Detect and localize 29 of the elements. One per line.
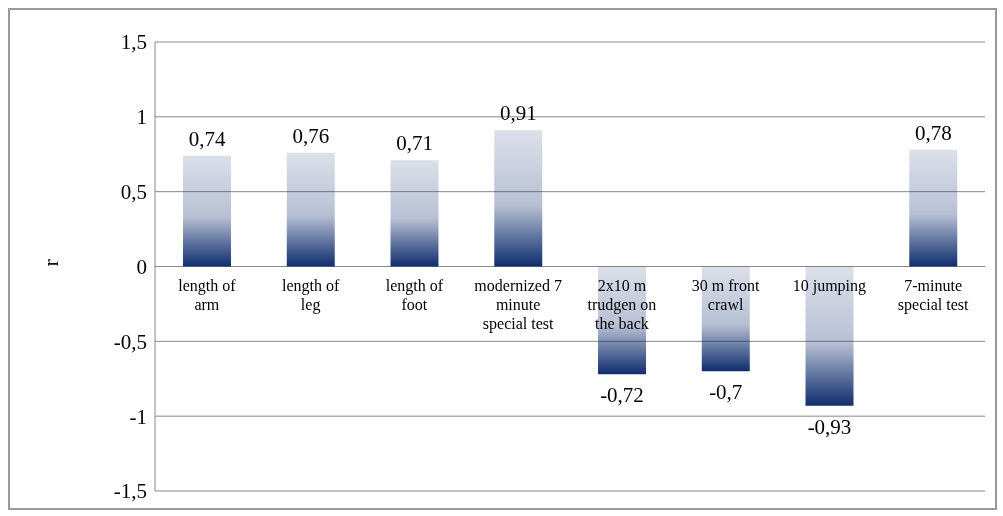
x-tick-label: length of foot <box>385 276 444 313</box>
data-label: -0,7 <box>709 380 743 405</box>
y-tick-label: -0,5 <box>113 329 147 354</box>
x-tick-label: 7-minute special test <box>897 276 969 314</box>
data-label: 0,74 <box>188 126 226 151</box>
x-tick-label: 2x10 m trudgen on the back <box>587 276 657 332</box>
data-label: -0,93 <box>807 414 852 439</box>
y-tick-label: -1 <box>129 404 147 429</box>
data-label: 0,78 <box>914 120 952 145</box>
data-label: 0,76 <box>292 123 330 148</box>
y-tick-label: 1,5 <box>120 30 147 55</box>
data-label: 0,71 <box>396 131 433 156</box>
y-tick-label: 1 <box>136 105 147 130</box>
bar <box>183 155 232 267</box>
y-axis-title: r <box>37 258 63 267</box>
x-tick-label: modernized 7 minute special test <box>474 276 562 333</box>
x-tick-label: length of arm <box>178 276 237 313</box>
y-tick-label: 0 <box>136 254 147 279</box>
bar <box>494 130 543 267</box>
bar <box>909 149 958 267</box>
y-tick-label: -1,5 <box>113 479 147 504</box>
y-tick-label: 0,5 <box>120 180 147 205</box>
bar <box>390 160 439 267</box>
data-label: 0,91 <box>499 101 537 126</box>
x-tick-label: 10 jumping <box>792 276 867 295</box>
data-label: -0,72 <box>600 383 644 408</box>
bar <box>286 152 335 267</box>
x-tick-label: length of leg <box>281 276 340 314</box>
x-tick-label: 30 m front crawl <box>691 276 760 313</box>
